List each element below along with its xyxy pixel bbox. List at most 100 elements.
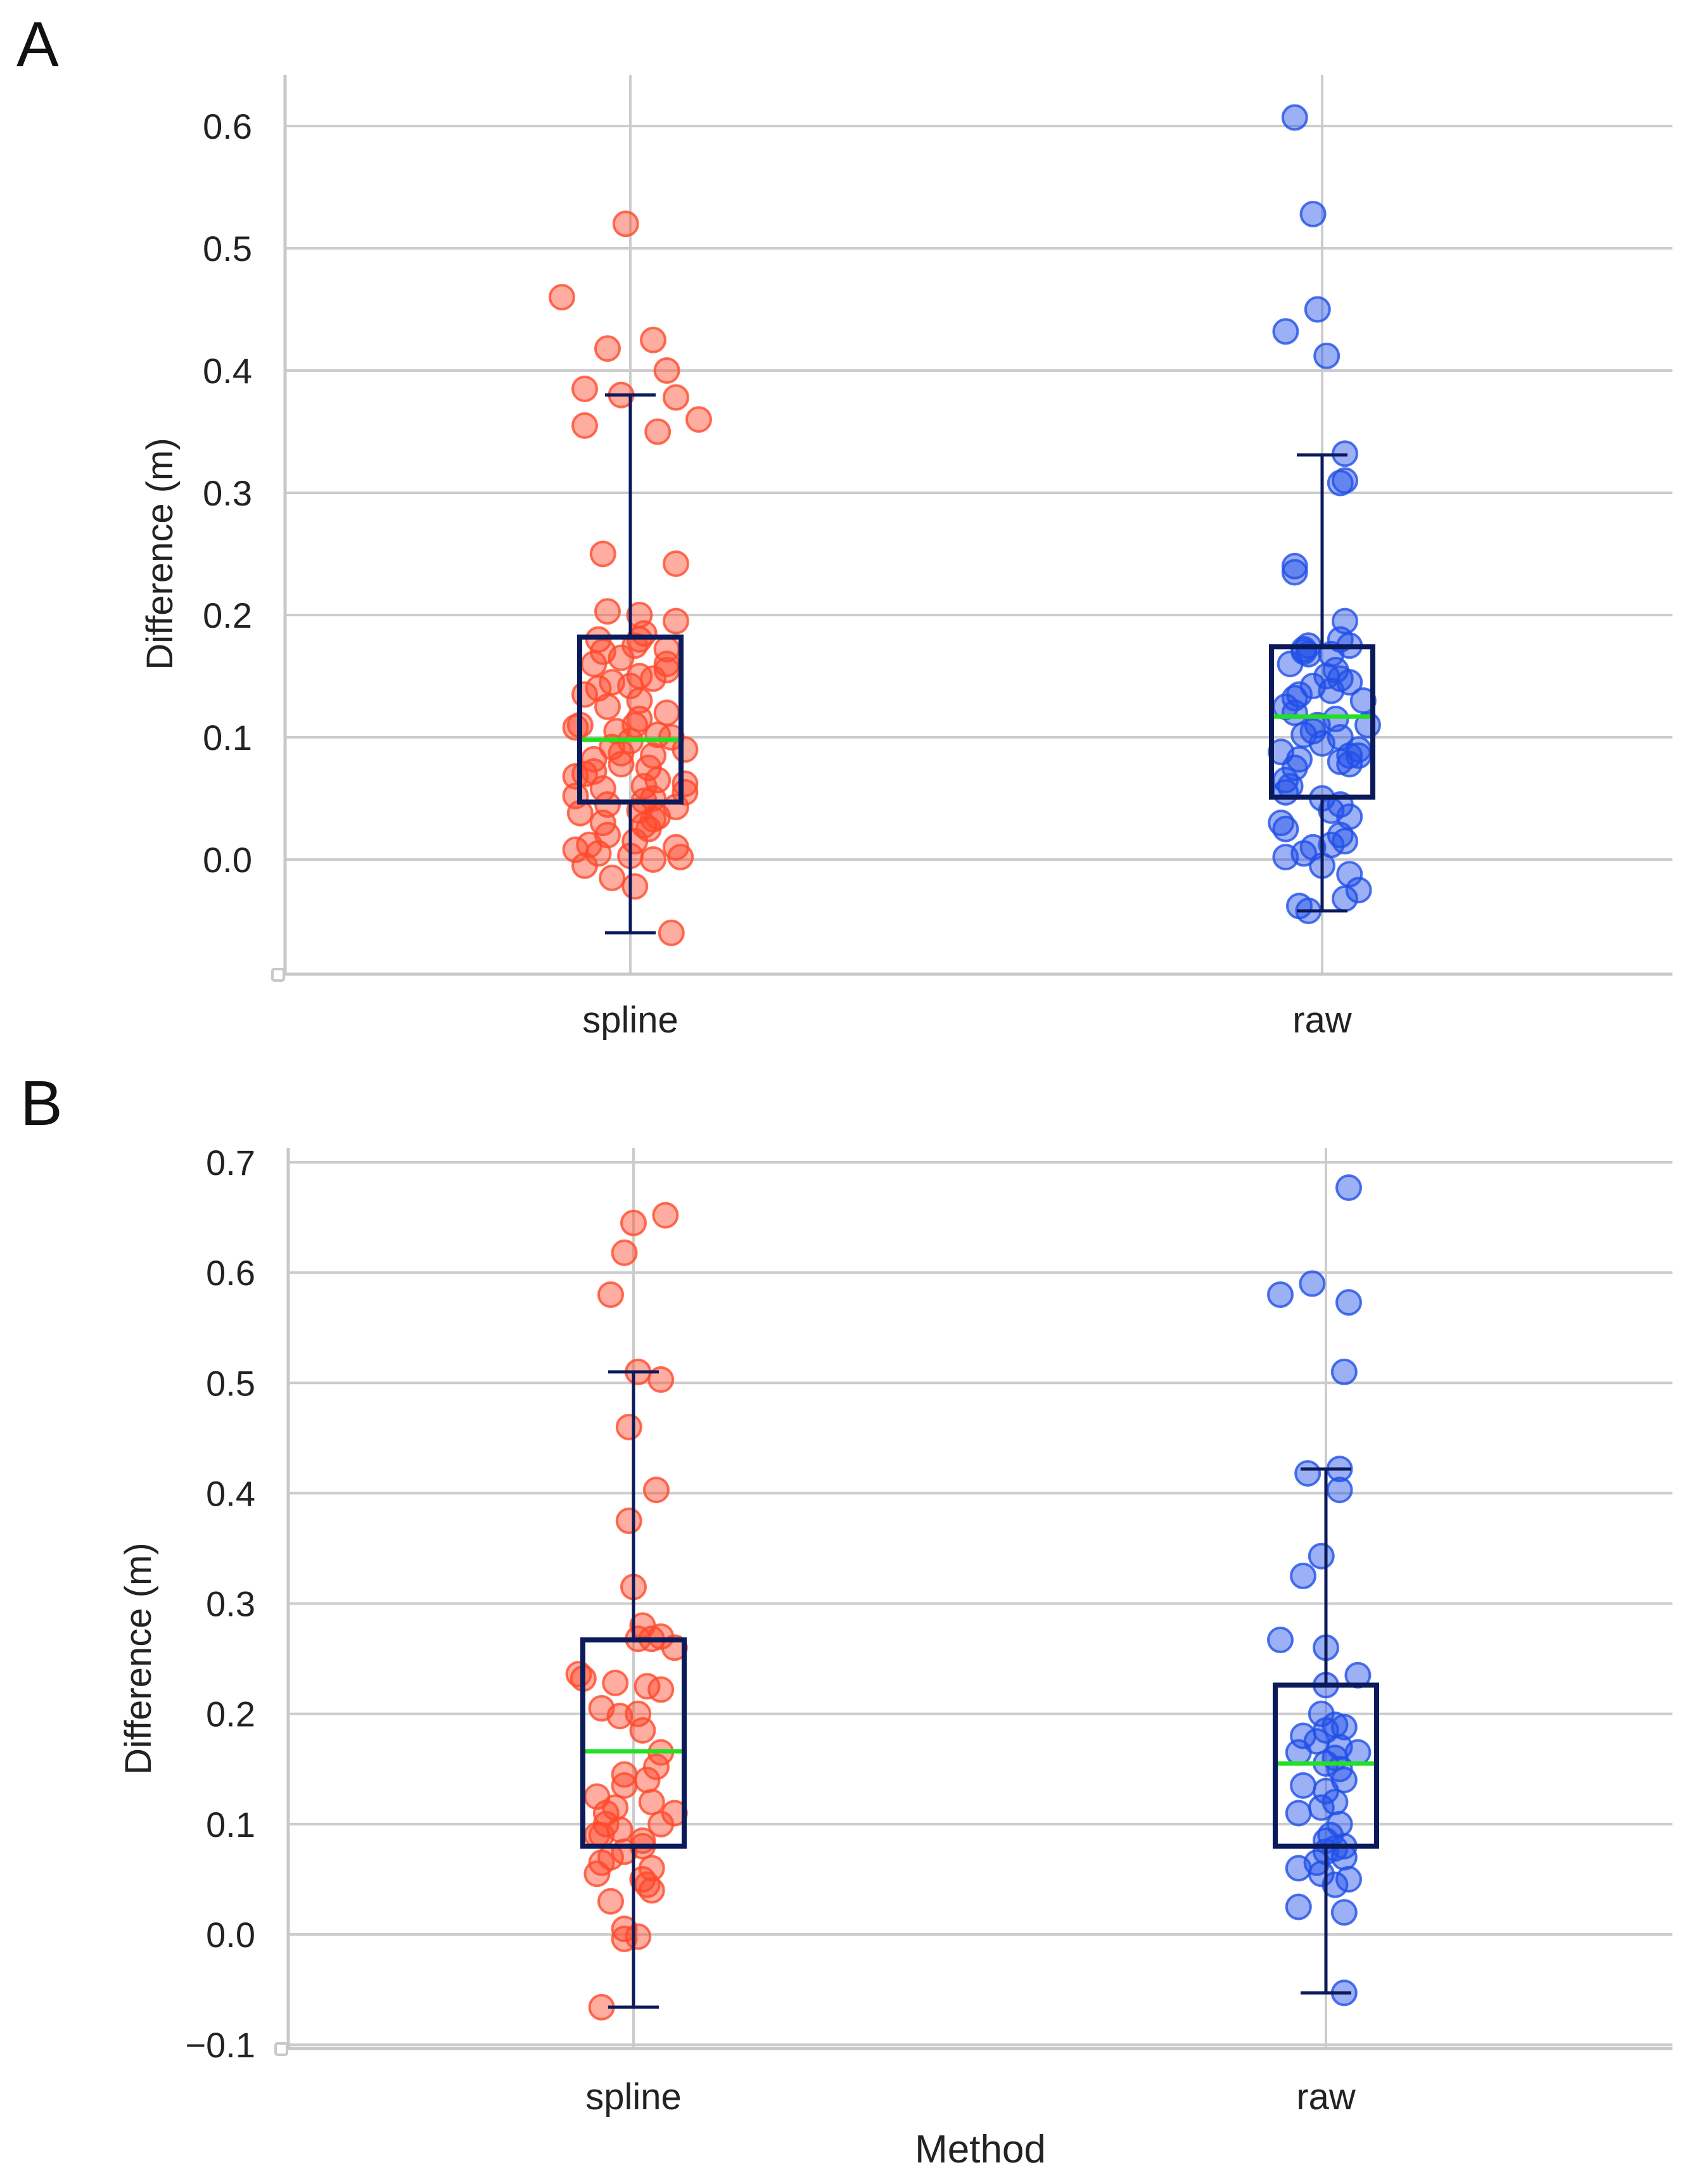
data-point-spline xyxy=(653,699,680,727)
data-point-raw xyxy=(1272,815,1299,842)
data-point-spline xyxy=(663,384,689,411)
data-point-spline xyxy=(580,758,608,785)
box-spline xyxy=(577,634,684,805)
data-point-raw xyxy=(1304,296,1331,323)
y-tick-label: 0.6 xyxy=(203,106,252,146)
data-point-spline xyxy=(583,1860,611,1888)
data-point-spline xyxy=(576,831,603,858)
data-point-raw xyxy=(1281,559,1308,586)
data-point-raw xyxy=(1321,1871,1349,1898)
data-point-raw xyxy=(1267,1627,1294,1654)
data-point-raw xyxy=(1326,1476,1353,1504)
data-point-spline xyxy=(647,1676,675,1703)
data-point-spline xyxy=(638,1789,665,1816)
y-tick-label: 0.6 xyxy=(206,1253,255,1293)
box-spline xyxy=(580,1637,687,1849)
data-point-spline xyxy=(620,1209,647,1236)
data-point-raw xyxy=(1308,1542,1335,1570)
data-point-spline xyxy=(663,550,689,577)
x-axis-label: Method xyxy=(915,2128,1046,2171)
data-point-spline xyxy=(640,326,666,353)
data-point-spline xyxy=(617,672,644,699)
y-tick-label: 0.3 xyxy=(206,1584,255,1624)
data-point-raw xyxy=(1335,1865,1362,1893)
data-point-spline xyxy=(549,284,575,311)
data-point-spline xyxy=(588,1822,615,1849)
data-point-raw xyxy=(1330,1844,1358,1871)
data-point-spline xyxy=(638,1877,665,1904)
axis-corner-mark xyxy=(271,968,285,982)
data-point-spline xyxy=(571,375,598,402)
data-point-raw xyxy=(1327,469,1354,497)
data-point-spline xyxy=(611,1925,638,1952)
data-point-spline xyxy=(594,598,621,625)
data-point-raw xyxy=(1281,552,1308,580)
data-point-raw xyxy=(1281,104,1308,131)
data-point-spline xyxy=(611,1915,638,1943)
data-point-spline xyxy=(652,1202,679,1229)
data-point-spline xyxy=(599,864,626,891)
data-point-raw xyxy=(1345,877,1372,904)
data-point-spline xyxy=(685,406,712,433)
data-point-raw xyxy=(1299,200,1327,227)
data-point-raw xyxy=(1330,1358,1358,1385)
data-point-spline xyxy=(592,1800,620,1827)
box-raw xyxy=(1269,644,1375,800)
y-tick-label: 0.0 xyxy=(203,840,252,880)
data-point-raw xyxy=(1272,778,1299,806)
data-point-spline xyxy=(615,1413,642,1440)
data-point-raw xyxy=(1335,1289,1362,1316)
data-point-raw xyxy=(1336,751,1363,778)
data-point-spline xyxy=(615,1507,642,1534)
data-point-raw xyxy=(1336,669,1363,696)
panel-label-b: B xyxy=(20,1068,63,1139)
data-point-spline xyxy=(634,1767,661,1794)
box-raw xyxy=(1273,1682,1379,1849)
x-tick-label: spline xyxy=(582,1000,678,1041)
panel-label-a: A xyxy=(16,9,59,80)
y-tick-label: 0.5 xyxy=(203,229,252,269)
data-point-spline xyxy=(629,1717,656,1744)
panel-b: B −0.1 0.0 0.1 0.2 0.3 0.4 0.5 0.6 0.7 spline raw D… xyxy=(20,1068,1672,2171)
chart-a: 0.0 0.1 0.2 0.3 0.4 0.5 0.6 spline raw Difference… xyxy=(139,75,1672,1041)
data-point-spline xyxy=(626,687,653,714)
data-point-spline xyxy=(571,412,598,439)
y-tick-label: 0.4 xyxy=(206,1473,255,1513)
data-point-spline xyxy=(663,794,689,821)
data-point-spline xyxy=(644,418,672,445)
data-point-spline xyxy=(635,815,662,842)
data-point-raw xyxy=(1335,1174,1362,1202)
data-point-spline xyxy=(647,1366,675,1394)
x-tick-label: spline xyxy=(585,2076,682,2117)
data-point-spline xyxy=(638,1855,665,1882)
data-point-spline xyxy=(571,852,598,879)
data-point-spline xyxy=(640,846,666,873)
y-tick-label: 0.3 xyxy=(203,473,252,513)
data-point-raw xyxy=(1290,1563,1316,1590)
axis-corner-mark xyxy=(274,2042,288,2056)
data-point-raw xyxy=(1309,730,1335,757)
data-point-raw xyxy=(1299,1270,1326,1297)
y-tick-label: 0.1 xyxy=(203,718,252,758)
data-point-spline xyxy=(602,1669,629,1696)
data-point-spline xyxy=(653,656,680,683)
y-tick-label: 0.2 xyxy=(203,595,252,635)
data-point-spline xyxy=(643,1476,670,1504)
data-point-spline xyxy=(658,919,685,946)
data-point-spline xyxy=(672,770,699,797)
y-axis-label: Difference (m) xyxy=(118,1542,159,1774)
data-point-raw xyxy=(1290,1722,1316,1749)
y-tick-label: 0.7 xyxy=(206,1143,255,1183)
data-point-raw xyxy=(1285,1800,1312,1827)
data-point-spline xyxy=(667,844,694,871)
data-point-spline xyxy=(611,1772,638,1799)
data-point-spline xyxy=(594,335,621,362)
data-point-spline xyxy=(606,1703,634,1730)
data-point-raw xyxy=(1332,885,1358,912)
data-point-spline xyxy=(594,693,621,720)
y-tick-label: 0.4 xyxy=(203,351,252,391)
data-point-spline xyxy=(611,1239,638,1266)
data-point-spline xyxy=(643,1753,670,1781)
data-point-spline xyxy=(608,740,635,767)
